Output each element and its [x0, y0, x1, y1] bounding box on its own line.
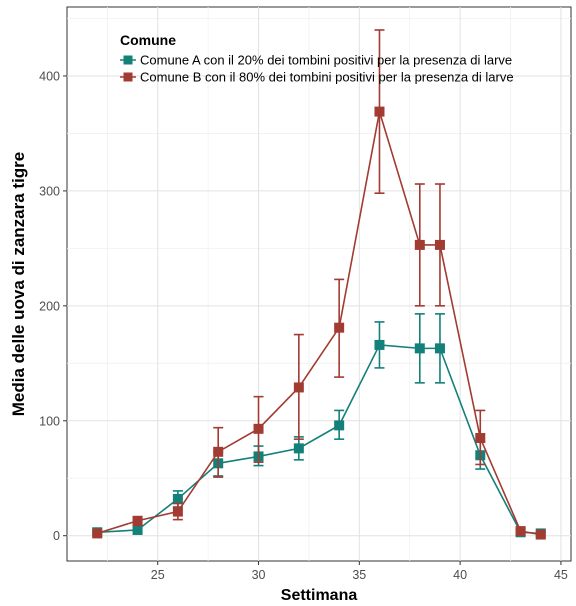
- data-point: [374, 339, 385, 350]
- y-tick-label: 200: [39, 299, 60, 313]
- data-point: [475, 433, 486, 444]
- legend-item-comune-a: Comune A con il 20% dei tombini positivi…: [120, 53, 512, 68]
- legend-key-marker-a: [123, 55, 133, 65]
- series-comune-b: [92, 29, 546, 540]
- data-point: [515, 526, 526, 537]
- x-tick-label: 45: [554, 568, 568, 582]
- legend-item-comune-b: Comune B con il 80% dei tombini positivi…: [120, 70, 514, 85]
- legend: Comune Comune A con il 20% dei tombini p…: [120, 32, 514, 85]
- data-point: [434, 343, 445, 354]
- data-point: [434, 239, 445, 250]
- series-layer: [92, 29, 546, 540]
- data-point: [172, 493, 183, 504]
- x-tick-label: 30: [252, 568, 266, 582]
- data-point: [414, 343, 425, 354]
- data-point: [334, 420, 345, 431]
- axes: 25 30 35 40 45 0 100 200 300 400: [39, 69, 568, 582]
- data-point: [92, 528, 103, 539]
- y-tick-label: 0: [53, 529, 60, 543]
- legend-title: Comune: [120, 32, 176, 48]
- x-tick-label: 25: [151, 568, 165, 582]
- data-point: [172, 506, 183, 517]
- data-point: [132, 515, 143, 526]
- y-axis-title: Media delle uova di zanzara tigre: [9, 152, 28, 417]
- data-point: [253, 423, 264, 434]
- y-tick-label: 300: [39, 184, 60, 198]
- legend-key-marker-b: [123, 72, 133, 82]
- data-point: [132, 524, 143, 535]
- data-point: [293, 443, 304, 454]
- legend-label-b: Comune B con il 80% dei tombini positivi…: [140, 70, 514, 85]
- data-point: [293, 382, 304, 393]
- y-tick-label: 400: [39, 69, 60, 83]
- data-point: [535, 529, 546, 540]
- x-axis-title: Settimana: [281, 587, 358, 604]
- x-tick-label: 35: [352, 568, 366, 582]
- x-tick-label: 40: [453, 568, 467, 582]
- gridlines: [67, 7, 571, 561]
- data-point: [414, 239, 425, 250]
- legend-label-a: Comune A con il 20% dei tombini positivi…: [140, 53, 512, 68]
- data-point: [334, 322, 345, 333]
- data-point: [213, 446, 224, 457]
- data-point: [374, 106, 385, 117]
- y-tick-label: 100: [39, 414, 60, 428]
